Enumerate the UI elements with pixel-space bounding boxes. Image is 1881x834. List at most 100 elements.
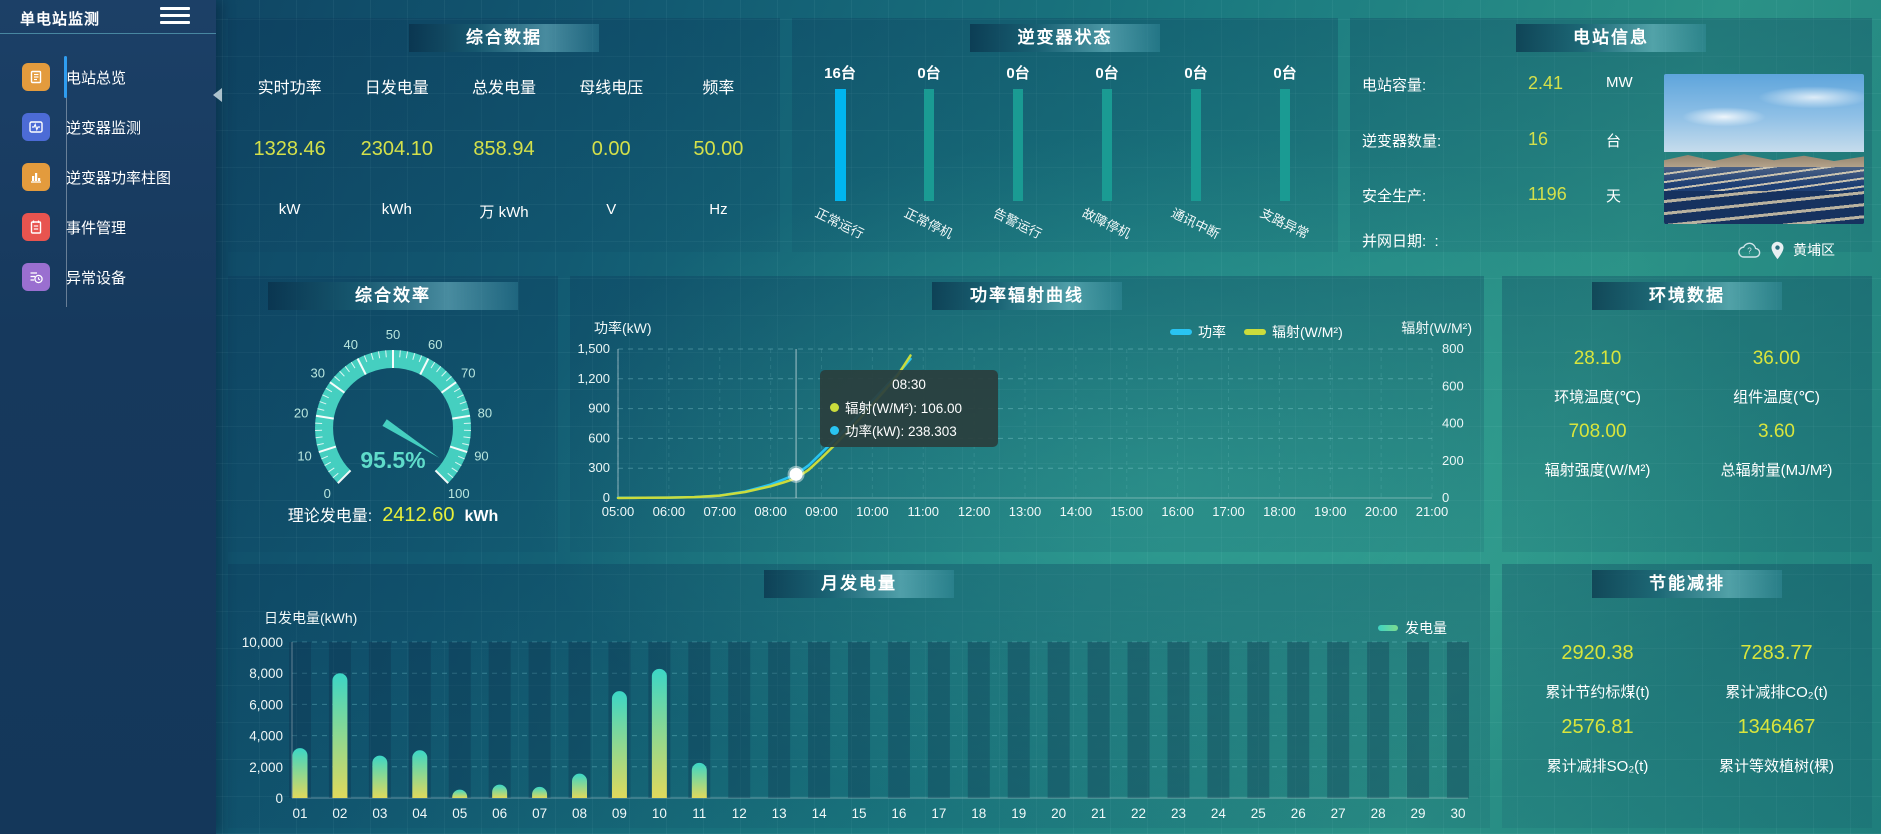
inverter-status-bar [1191, 89, 1201, 201]
metric-value: 2304.10 [360, 138, 433, 160]
curve-x-tick: 05:00 [602, 504, 635, 519]
monthly-x-tick: 17 [931, 806, 946, 821]
bar-background-stripe [448, 642, 471, 798]
station-row-value: 16 [1528, 129, 1549, 149]
svg-text:?: ? [1747, 246, 1752, 255]
hamburger-menu-icon[interactable] [160, 7, 190, 27]
generation-bar [412, 750, 428, 798]
monthly-x-tick: 05 [452, 806, 467, 821]
station-row-label: 电站容量: [1362, 77, 1427, 94]
metric-value: 50.00 [693, 138, 744, 160]
monthly-y-tick: 8,000 [249, 666, 283, 681]
monthly-x-tick: 18 [971, 806, 986, 821]
sidebar-menu: 电站总览 逆变器监测逆变器功率柱图 事件管理异常设备 [0, 52, 216, 307]
tooltip-radiation-dot [830, 402, 839, 412]
overview-metric: 母线电压 0.00 V [558, 58, 665, 252]
metric-unit: 万 kWh [479, 204, 529, 221]
inverter-count: 16台 [824, 65, 856, 82]
generation-bar [292, 748, 308, 798]
inverter-status-column[interactable]: 0台 正常停机 [881, 62, 977, 242]
energy-saving-metrics: 2920.38 累计节约标煤(t) 7283.77 累计减排CO₂(t) 2576.81… [1508, 642, 1866, 790]
metric-value: 3.60 [1758, 421, 1795, 442]
station-row-unit: 台 [1606, 133, 1622, 150]
active-item-accent [64, 56, 67, 98]
sidebar-item-4[interactable]: 事件管理 [0, 202, 216, 252]
inverter-status-column[interactable]: 0台 通讯中断 [1148, 62, 1244, 242]
metric-value: 1328.46 [253, 138, 326, 160]
monthly-legend-swatch [1378, 625, 1398, 631]
tooltip-time: 08:30 [892, 377, 926, 392]
station-row-value: 1196 [1528, 184, 1567, 204]
power-radiation-chart[interactable]: 0 300 600 900 1,200 1,500 0 200 400 600 800 05:00 06… [570, 276, 1484, 552]
sidebar-item-label: 逆变器功率柱图 [66, 169, 172, 187]
monthly-generation-chart[interactable]: 0 2,000 4,000 6,000 8,000 10,000 01 02 03 04 05 06 0… [228, 564, 1490, 828]
legend-radiation[interactable]: 辐射(W/M²) [1244, 322, 1343, 342]
curve-x-tick: 15:00 [1110, 504, 1143, 519]
monthly-x-tick: 11 [692, 806, 706, 821]
theoretical-generation-value: 2412.60 [382, 504, 455, 526]
sidebar-item-1[interactable]: 电站总览 [0, 52, 216, 102]
metric-value: 36.00 [1752, 348, 1801, 369]
metric-cell: 28.10 环境温度(℃) [1508, 348, 1687, 407]
legend-power[interactable]: 功率 [1170, 322, 1226, 342]
monthly-x-tick: 07 [532, 806, 547, 821]
sidebar-item-label: 异常设备 [66, 269, 127, 287]
sidebar-collapse-arrow[interactable] [213, 88, 222, 102]
bar-background-stripe [1167, 642, 1190, 798]
curve-x-tick: 10:00 [856, 504, 889, 519]
legend-radiation-label: 辐射(W/M²) [1272, 324, 1343, 340]
legend-radiation-swatch [1244, 329, 1266, 335]
bar-background-stripe [1087, 642, 1110, 798]
monthly-y-tick: 0 [275, 791, 283, 806]
sidebar-divider [0, 33, 216, 34]
inverter-power-bars-icon [22, 163, 50, 191]
generation-bar [691, 762, 707, 798]
inverter-status-column[interactable]: 16台 正常运行 [792, 62, 888, 242]
curve-right-tick: 200 [1442, 453, 1464, 468]
panel-energy-saving: 节能减排 2920.38 累计节约标煤(t) 7283.77 累计减排CO₂(t) 25… [1502, 564, 1872, 828]
inverter-status-column[interactable]: 0台 告警运行 [970, 62, 1066, 242]
overview-metrics: 实时功率 1328.46 kW 日发电量 2304.10 kWh 总发电量 858.94 万 k… [236, 58, 772, 252]
bar-background-stripe [1327, 642, 1350, 798]
sidebar-item-2[interactable]: 逆变器监测 [0, 102, 216, 152]
monthly-y-tick: 6,000 [249, 697, 283, 712]
sidebar-item-label: 事件管理 [66, 219, 127, 237]
panel-environment-title: 环境数据 [1592, 282, 1782, 310]
inverter-status-bar [834, 89, 846, 201]
metric-value: 0.00 [591, 138, 631, 160]
metric-label: 累计节约标煤(t) [1545, 684, 1650, 701]
inverter-monitor-icon [22, 113, 50, 141]
monthly-x-tick: 29 [1411, 806, 1426, 821]
station-location: ? 黄埔区 [1738, 240, 1835, 260]
bar-background-stripe [1407, 642, 1430, 798]
theoretical-generation-unit: kWh [464, 508, 499, 525]
inverter-status-chart[interactable]: 16台 正常运行 0台 正常停机 0台 告警运行 0台 故障停机 0台 通讯中断 0台 支路异常 [792, 18, 1338, 252]
weather-cloud-icon[interactable]: ? [1738, 242, 1762, 259]
monthly-legend[interactable]: 发电量 [1378, 618, 1447, 638]
metric-label: 累计等效植树(棵) [1719, 758, 1834, 775]
inverter-status-column[interactable]: 0台 支路异常 [1237, 62, 1333, 242]
bar-background-stripe [528, 642, 551, 798]
curve-left-tick: 1,200 [577, 371, 610, 386]
curve-left-tick: 0 [603, 490, 610, 505]
metric-cell: 2576.81 累计减排SO₂(t) [1508, 716, 1687, 776]
bar-background-stripe [1367, 642, 1390, 798]
sidebar-menu-guide-line [66, 57, 67, 307]
metric-unit: kWh [381, 201, 412, 218]
sidebar-item-5[interactable]: 异常设备 [0, 252, 216, 302]
photo-mountains [1664, 154, 1864, 167]
bar-background-stripe [1446, 642, 1469, 798]
bar-background-stripe [688, 642, 711, 798]
metric-label: 辐射强度(W/M²) [1544, 462, 1651, 479]
curve-x-tick: 19:00 [1314, 504, 1347, 519]
panel-station-info-title: 电站信息 [1516, 24, 1706, 52]
inverter-status-column[interactable]: 0台 故障停机 [1059, 62, 1155, 242]
bar-background-stripe [1127, 642, 1150, 798]
monthly-y-tick: 2,000 [249, 760, 283, 775]
gauge-value-text: 95.5% [360, 447, 425, 473]
sidebar-item-3[interactable]: 逆变器功率柱图 [0, 152, 216, 202]
photo-solar-panels-front [1664, 191, 1864, 224]
efficiency-gauge-chart[interactable]: 0 10 20 30 40 50 60 70 80 90 100 95.5% [228, 276, 558, 498]
generation-bar [651, 668, 667, 798]
event-management-icon [22, 213, 50, 241]
